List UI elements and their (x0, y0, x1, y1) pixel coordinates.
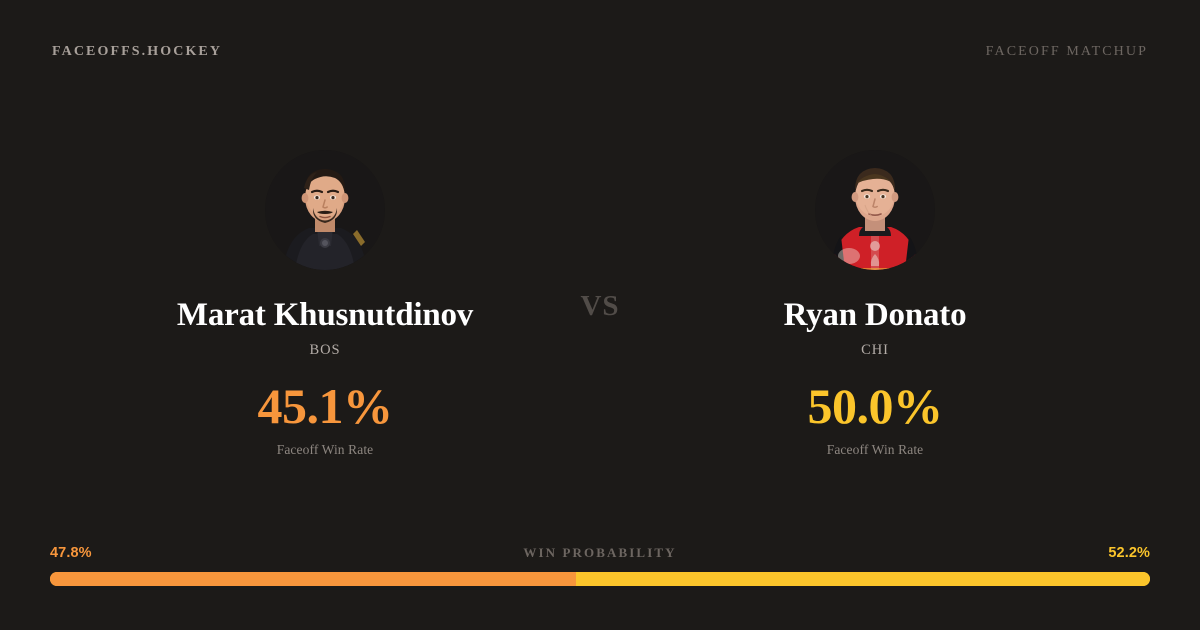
avatar-left (265, 150, 385, 270)
win-probability-title: WIN PROBABILITY (523, 545, 677, 560)
player-name-right: Ryan Donato (783, 297, 967, 333)
player-stat-label-right: Faceoff Win Rate (826, 441, 924, 457)
site-brand-logo[interactable]: FACEOFFS.HOCKEY (52, 44, 223, 59)
player-stat-value-right: 50.0% (807, 377, 944, 434)
header-matchup-label: FACEOFF MATCHUP (985, 44, 1148, 59)
player-name-left: Marat Khusnutdinov (176, 297, 474, 333)
player-stat-label-left: Faceoff Win Rate (276, 441, 374, 457)
win-probability-right-percent: 52.2% (1108, 545, 1150, 561)
win-probability-left-percent: 47.8% (50, 545, 92, 561)
win-probability-bar-right-segment (575, 572, 1150, 586)
player-stat-value-left: 45.1% (257, 377, 394, 434)
player-team-right: CHI (861, 341, 889, 358)
avatar-right (815, 150, 935, 270)
win-probability-section: 47.8% WIN PROBABILITY 52.2% (50, 543, 1150, 586)
win-probability-labels: 47.8% WIN PROBABILITY 52.2% (50, 543, 1150, 563)
page-header: FACEOFFS.HOCKEY FACEOFF MATCHUP (0, 0, 1200, 104)
matchup-section: Marat Khusnutdinov BOS 45.1% Faceoff Win… (0, 150, 1200, 470)
win-probability-bar-left-segment (50, 572, 576, 586)
player-card-right[interactable]: Ryan Donato CHI 50.0% Faceoff Win Rate (655, 150, 1095, 458)
player-card-left[interactable]: Marat Khusnutdinov BOS 45.1% Faceoff Win… (105, 150, 545, 458)
win-probability-bar[interactable] (50, 572, 1150, 586)
vs-divider-label: VS (580, 290, 620, 322)
player-team-left: BOS (309, 341, 341, 358)
